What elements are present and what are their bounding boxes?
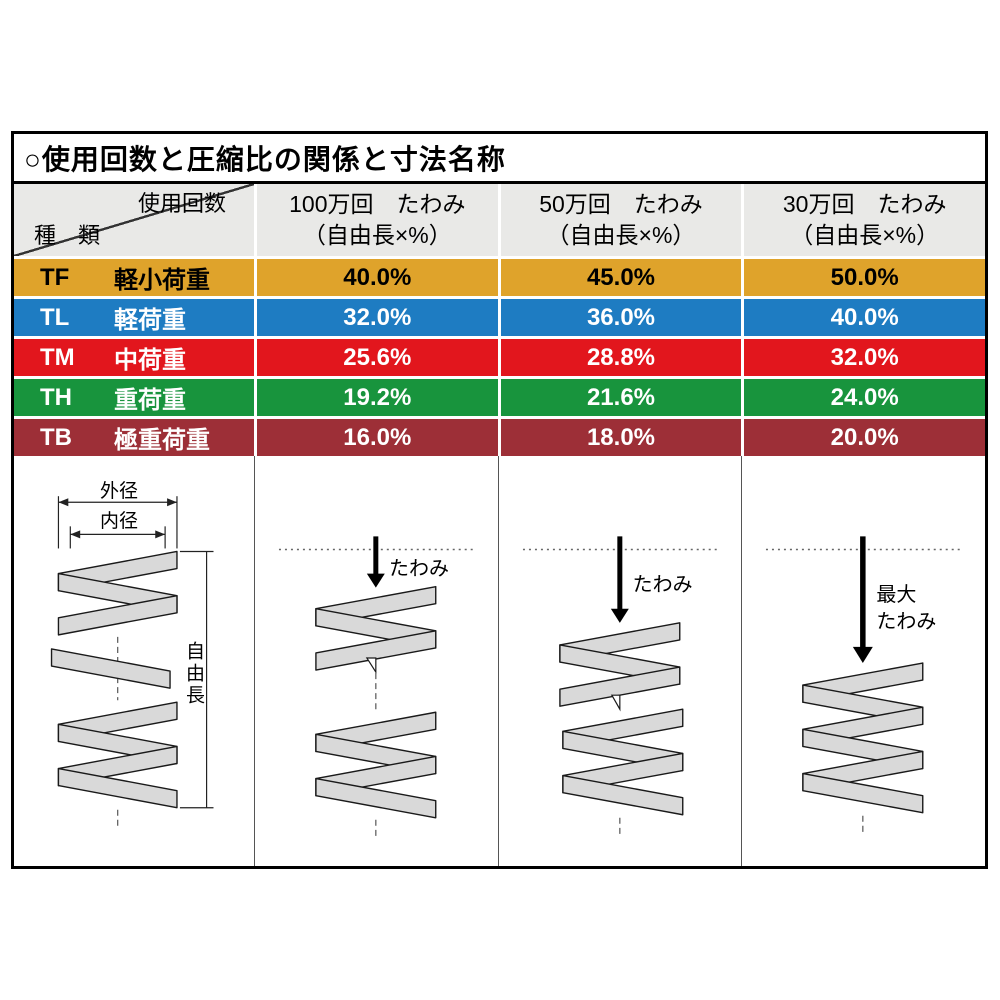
row-load-type: 重荷重 [114, 387, 186, 414]
row-load-type: 中荷重 [114, 347, 186, 374]
row-code: TB [40, 423, 72, 451]
spring-coils [50, 550, 178, 809]
row-label-tf: TF 軽小荷重 [14, 259, 254, 296]
row-load-type: 極重荷重 [114, 427, 210, 454]
spring-coils [802, 662, 924, 814]
spec-table: 使用回数 種 類 100万回 たわみ （自由長×%） 50万回 たわみ （自由長… [14, 184, 985, 456]
max-deflection-arrow [853, 536, 874, 664]
deflection-value: 19.2% [257, 379, 498, 416]
deflection-value: 40.0% [257, 259, 498, 296]
row-code: TM [40, 343, 75, 371]
deflection-value: 36.0% [500, 299, 742, 336]
row-label-tb: TB 極重荷重 [14, 419, 254, 456]
deflection-value: 32.0% [257, 299, 498, 336]
spring-diagrams: 外径 内径 自由長 [14, 456, 985, 866]
max-deflection-spring-illustration [766, 536, 962, 834]
outer-diameter-dimension [57, 496, 178, 549]
table-corner-cell: 使用回数 種 類 [14, 184, 254, 256]
deflection-value: 32.0% [744, 339, 985, 376]
type-label: 種 類 [34, 223, 101, 249]
column-header-1000k: 100万回 たわみ （自由長×%） [257, 184, 498, 256]
deflection-value: 24.0% [744, 379, 985, 416]
column-header-line2: （自由長×%） [546, 222, 696, 248]
row-label-tl: TL 軽荷重 [14, 299, 254, 336]
deflection-value: 25.6% [257, 339, 498, 376]
inner-diameter-dimension [69, 526, 166, 549]
deflection-value: 50.0% [744, 259, 985, 296]
deflection-value: 45.0% [500, 259, 742, 296]
column-header-300k: 30万回 たわみ （自由長×%） [744, 184, 985, 256]
deflection-value: 40.0% [744, 299, 985, 336]
deflection-value: 18.0% [500, 419, 742, 456]
spring-coils [315, 585, 437, 819]
panel-dimension-names: 外径 内径 自由長 [14, 456, 254, 866]
usage-count-label: 使用回数 [137, 191, 226, 216]
spring-coils [558, 622, 684, 816]
row-code: TF [40, 263, 70, 291]
row-label-tm: TM 中荷重 [14, 339, 254, 376]
spec-sheet-frame: ○使用回数と圧縮比の関係と寸法名称 使用回数 種 類 100万回 たわみ （自由… [11, 131, 988, 869]
deflection-spring-illustration [278, 536, 474, 838]
row-load-type: 軽荷重 [114, 307, 186, 334]
panel-deflection-300k: 最大 たわみ [741, 456, 985, 866]
deflection-arrow [610, 536, 629, 623]
page-title: ○使用回数と圧縮比の関係と寸法名称 [14, 134, 985, 184]
deflection-spring-illustration [522, 536, 718, 836]
column-header-line1: 50万回 たわみ [539, 190, 703, 217]
deflection-label: たわみ [632, 574, 693, 596]
row-code: TL [40, 303, 70, 331]
deflection-value: 28.8% [500, 339, 742, 376]
deflection-value: 16.0% [257, 419, 498, 456]
row-label-th: TH 重荷重 [14, 379, 254, 416]
deflection-value: 20.0% [744, 419, 985, 456]
max-deflection-line1: 最大 [876, 584, 917, 606]
max-deflection-line2: たわみ [876, 611, 937, 633]
free-length-label: 自由長 [183, 641, 204, 707]
outer-diameter-label: 外径 [99, 481, 138, 502]
deflection-value: 21.6% [500, 379, 742, 416]
free-length-spring-illustration [50, 496, 214, 830]
column-header-500k: 50万回 たわみ （自由長×%） [500, 184, 742, 256]
column-header-line2: （自由長×%） [790, 222, 940, 248]
inner-diameter-label: 内径 [99, 511, 138, 532]
row-load-type: 軽小荷重 [114, 267, 210, 294]
panel-deflection-500k: たわみ [497, 456, 742, 866]
deflection-arrow [366, 536, 385, 588]
column-header-line1: 100万回 たわみ [289, 190, 466, 217]
max-deflection-label: 最大 たわみ [876, 582, 936, 636]
free-length-dimension [179, 550, 214, 809]
column-header-line1: 30万回 たわみ [782, 190, 947, 217]
column-header-line2: （自由長×%） [302, 222, 452, 248]
row-code: TH [40, 383, 72, 411]
panel-deflection-1000k: たわみ [254, 456, 498, 866]
deflection-label: たわみ [389, 558, 449, 580]
